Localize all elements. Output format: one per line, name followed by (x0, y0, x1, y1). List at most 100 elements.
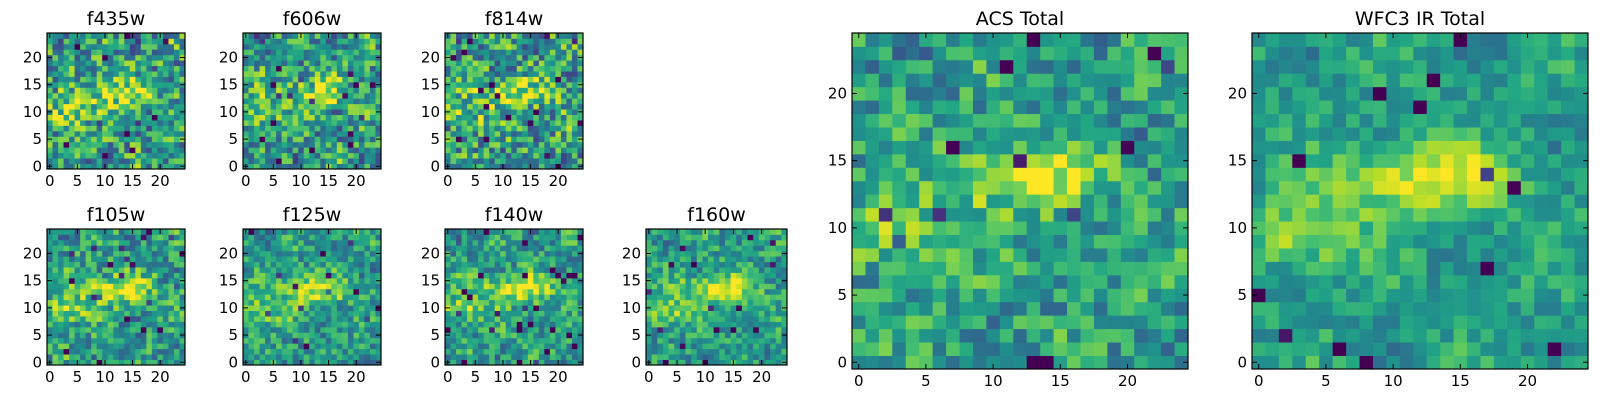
heatmap-cell (140, 152, 147, 159)
heatmap-cell (91, 87, 98, 94)
heatmap-cell (140, 283, 147, 290)
heatmap-cell (959, 221, 974, 235)
heatmap-cell (314, 305, 321, 311)
heatmap-cell (248, 354, 255, 360)
heatmap-cell (472, 92, 479, 99)
heatmap-cell (781, 245, 788, 252)
heatmap-cell (179, 299, 186, 306)
heatmap-cell (375, 234, 382, 241)
heatmap-cell (747, 354, 754, 360)
heatmap-cell (69, 141, 75, 148)
y-tick-label: 20 (219, 244, 238, 262)
heatmap-cell (276, 81, 283, 88)
heatmap-cell (69, 136, 75, 143)
heatmap-cell (972, 261, 987, 276)
heatmap-cell (342, 234, 349, 241)
heatmap-cell (679, 354, 686, 360)
heatmap-cell (265, 354, 271, 360)
heatmap-cell (243, 92, 249, 99)
heatmap-cell (549, 272, 556, 279)
heatmap-cell (63, 43, 70, 50)
heatmap-cell (522, 277, 529, 284)
heatmap-cell (571, 272, 578, 279)
heatmap-cell (668, 283, 675, 290)
heatmap-cell (243, 348, 249, 355)
heatmap-cell (325, 321, 332, 328)
heatmap-cell (467, 310, 473, 317)
heatmap-cell (118, 321, 125, 328)
heatmap-cell (500, 43, 507, 50)
heatmap-cell (560, 261, 567, 268)
x-tick-label: 0 (644, 368, 654, 386)
heatmap-cell (342, 141, 349, 148)
heatmap-cell (270, 310, 277, 317)
heatmap-cell (1107, 167, 1122, 182)
heatmap-cell (347, 348, 354, 355)
heatmap-cell (736, 261, 743, 268)
heatmap-cell (505, 283, 512, 290)
heatmap-cell (533, 81, 540, 88)
heatmap-cell (336, 87, 343, 94)
heatmap-cell (58, 305, 64, 311)
heatmap-cell (549, 261, 556, 268)
heatmap-cell (450, 87, 457, 94)
heatmap-cell (113, 49, 120, 56)
heatmap-cell (445, 49, 451, 56)
heatmap-cell (1013, 274, 1028, 289)
heatmap-cell (657, 256, 664, 263)
heatmap-cell (753, 337, 760, 344)
heatmap-cell (58, 49, 64, 56)
heatmap-cell (445, 261, 451, 268)
heatmap-cell (494, 229, 501, 235)
heatmap-cell (516, 343, 523, 350)
y-tick-label: 5 (631, 326, 641, 344)
heatmap-cell (325, 152, 332, 159)
heatmap-cell (456, 141, 462, 148)
heatmap-cell (248, 299, 255, 306)
heatmap-cell (314, 141, 321, 148)
heatmap-cell (972, 207, 987, 222)
heatmap-cell (668, 310, 675, 317)
heatmap-cell (467, 158, 473, 164)
heatmap-cell (538, 277, 545, 284)
heatmap-cell (544, 261, 551, 268)
heatmap-cell (113, 299, 120, 306)
heatmap-cell (63, 98, 70, 105)
heatmap-cell (265, 299, 271, 306)
heatmap-cell (151, 305, 158, 311)
heatmap-cell (511, 332, 518, 339)
heatmap-cell (456, 245, 462, 252)
heatmap-cell (544, 316, 551, 322)
heatmap-cell (309, 130, 316, 137)
heatmap-cell (577, 38, 584, 45)
heatmap-cell (85, 229, 92, 235)
heatmap-cell (287, 54, 294, 61)
heatmap-cell (741, 250, 748, 257)
heatmap-cell (140, 321, 147, 328)
heatmap-cell (724, 310, 731, 317)
heatmap-cell (124, 38, 131, 45)
heatmap-cell (173, 71, 180, 77)
heatmap-cell (679, 229, 686, 235)
heatmap-cell (511, 234, 518, 241)
heatmap-cell (560, 332, 567, 339)
heatmap-cell (1161, 221, 1175, 235)
heatmap-cell (708, 288, 715, 295)
heatmap-cell (353, 316, 360, 322)
heatmap-cell (538, 98, 545, 105)
heatmap-cell (243, 120, 249, 126)
heatmap-cell (456, 76, 462, 83)
x-tick-label: 0 (443, 172, 453, 190)
heatmap-cell (1053, 274, 1068, 289)
heatmap-cell (58, 288, 64, 295)
x-tick-label: 20 (151, 368, 170, 386)
heatmap-cell (74, 152, 81, 159)
heatmap-cell (577, 76, 584, 83)
heatmap-cell (146, 136, 153, 143)
heatmap-cell (668, 359, 675, 366)
heatmap-cell (544, 114, 551, 121)
heatmap-cell (303, 326, 310, 333)
heatmap-cell (905, 328, 920, 343)
heatmap-cell (1013, 180, 1028, 195)
heatmap-cell (364, 130, 371, 137)
